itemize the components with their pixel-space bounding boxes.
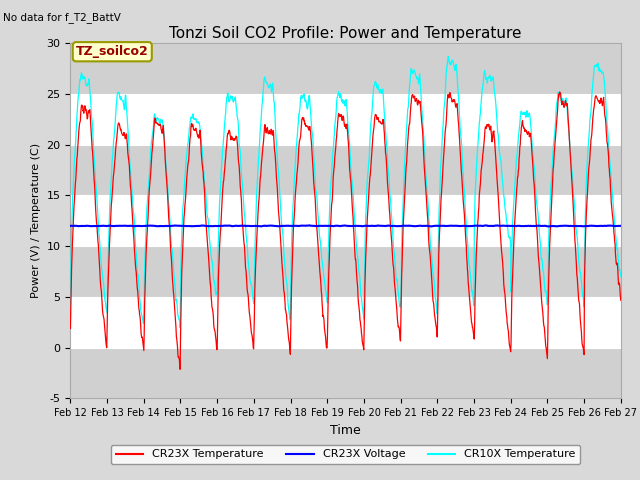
Legend: CR23X Temperature, CR23X Voltage, CR10X Temperature: CR23X Temperature, CR23X Voltage, CR10X …: [111, 445, 580, 464]
Y-axis label: Power (V) / Temperature (C): Power (V) / Temperature (C): [31, 143, 41, 299]
Text: TZ_soilco2: TZ_soilco2: [76, 45, 148, 58]
Bar: [70, 43, 621, 94]
Bar: [70, 246, 621, 297]
Bar: [70, 348, 621, 398]
X-axis label: Time: Time: [330, 424, 361, 437]
Text: No data for f_T2_BattV: No data for f_T2_BattV: [3, 12, 121, 23]
Bar: [70, 144, 621, 195]
Title: Tonzi Soil CO2 Profile: Power and Temperature: Tonzi Soil CO2 Profile: Power and Temper…: [170, 25, 522, 41]
